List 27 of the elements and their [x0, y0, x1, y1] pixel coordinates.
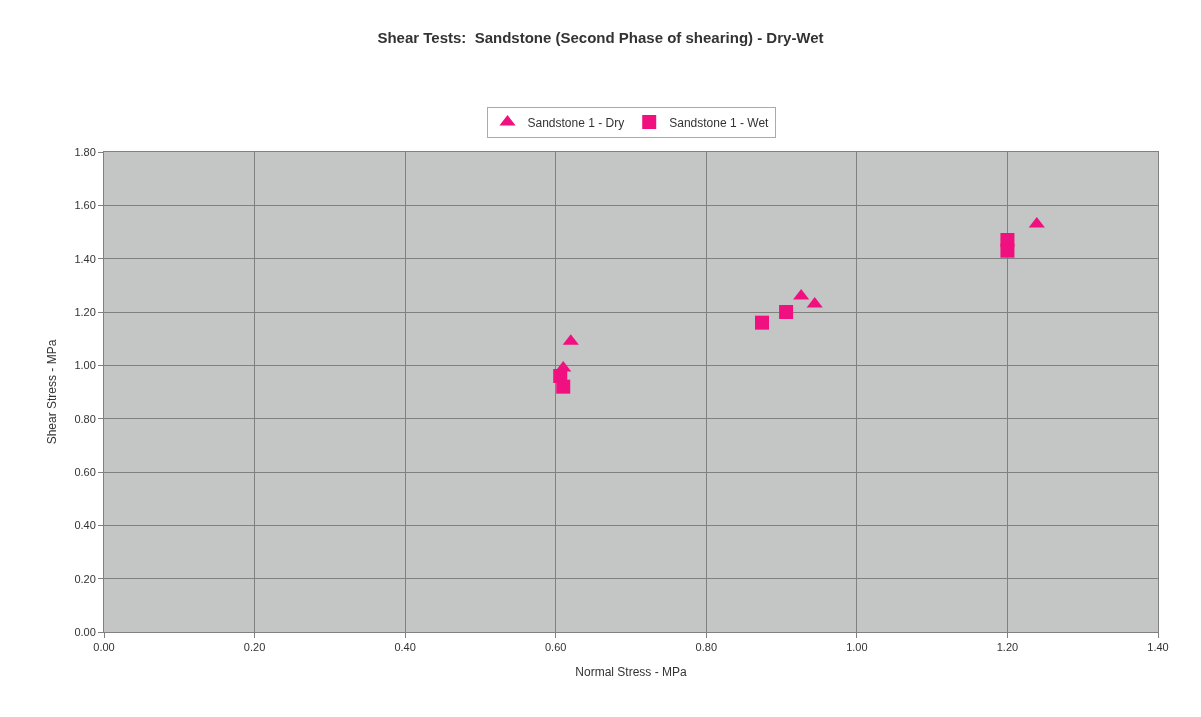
y-tick-label: 1.80: [74, 145, 96, 158]
x-tick-label: 1.40: [1147, 641, 1169, 654]
x-axis-title: Normal Stress - MPa: [575, 665, 687, 680]
x-tick-label: 0.80: [695, 641, 717, 654]
x-tick-label: 0.00: [93, 641, 115, 654]
point: [755, 315, 769, 330]
x-tick-label: 0.40: [394, 641, 416, 654]
y-tick-label: 0.80: [74, 412, 96, 425]
y-tick-label: 0.00: [74, 625, 96, 638]
y-tick-label: 1.20: [74, 305, 96, 318]
point: [556, 379, 571, 394]
x-tick-label: 0.60: [545, 641, 567, 654]
y-tick-label: 0.40: [74, 519, 96, 532]
y-tick-label: 1.00: [74, 359, 96, 372]
point: [779, 305, 794, 319]
y-tick-label: 0.20: [74, 572, 96, 585]
legend-label: Sandstone 1 - Dry: [527, 115, 625, 130]
point: [1000, 243, 1015, 258]
x-tick-label: 1.20: [996, 641, 1019, 654]
x-tick-label: 0.20: [243, 641, 266, 654]
x-tick-label: 1.00: [846, 641, 868, 654]
y-tick-label: 1.60: [74, 199, 96, 212]
y-axis-title: Shear Stress - MPa: [44, 339, 59, 445]
y-tick-label: 1.40: [74, 252, 96, 265]
chart-title: Shear Tests: Sandstone (Second Phase of shearing) - Dry-Wet: [377, 28, 824, 46]
legend-label: Sandstone 1 - Wet: [669, 115, 770, 130]
y-tick-label: 0.60: [74, 465, 96, 478]
